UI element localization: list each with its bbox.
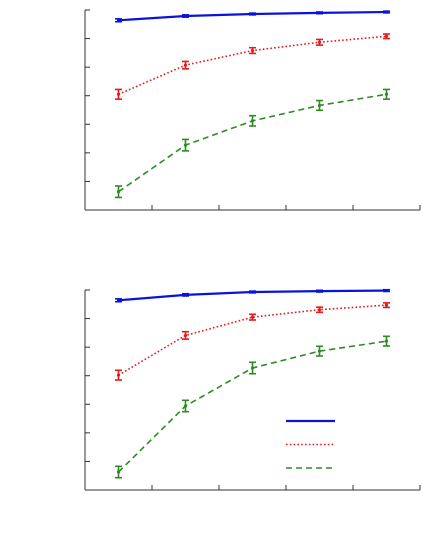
series-line-2 xyxy=(118,304,387,376)
data-point xyxy=(317,308,322,312)
data-point xyxy=(250,315,255,319)
data-point xyxy=(250,290,255,294)
data-point xyxy=(250,366,255,370)
data-point xyxy=(384,339,389,343)
chart-legend xyxy=(286,419,335,469)
data-point xyxy=(384,288,389,293)
data-point xyxy=(317,349,322,353)
data-point xyxy=(116,18,121,22)
data-point xyxy=(317,289,322,293)
data-point xyxy=(116,470,121,474)
data-point xyxy=(116,190,121,194)
data-point xyxy=(250,12,255,16)
data-point xyxy=(250,48,255,53)
series-line-3 xyxy=(118,93,387,193)
data-point xyxy=(317,103,322,108)
data-point xyxy=(317,11,322,15)
data-point xyxy=(183,63,188,67)
data-point xyxy=(250,119,255,123)
chart-panel-2 xyxy=(84,288,421,491)
data-point xyxy=(183,404,188,408)
data-point xyxy=(183,14,188,18)
data-point xyxy=(384,92,389,96)
data-point xyxy=(384,303,389,307)
data-point xyxy=(116,373,121,377)
data-point xyxy=(317,40,322,44)
data-point xyxy=(183,143,188,147)
data-point xyxy=(183,333,188,338)
series-line-3 xyxy=(117,340,387,473)
data-point xyxy=(384,34,389,38)
chart-panel-1 xyxy=(84,9,421,211)
data-point xyxy=(116,92,121,96)
data-point xyxy=(116,298,121,302)
data-point xyxy=(384,10,389,14)
data-point xyxy=(183,293,188,297)
series-line-2 xyxy=(118,35,387,96)
